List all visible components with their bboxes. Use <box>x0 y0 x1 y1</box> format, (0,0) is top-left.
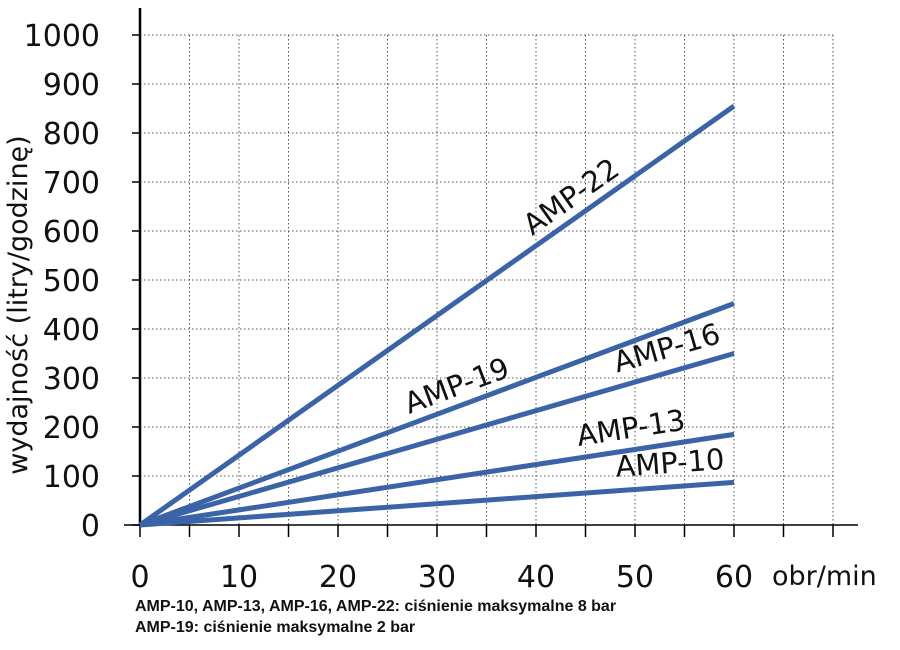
x-tick-label: 60 <box>715 560 753 595</box>
y-tick-label: 1000 <box>24 19 100 54</box>
y-tick-label: 800 <box>43 117 100 152</box>
series-label: AMP-16 <box>610 316 724 379</box>
x-tick-label: 10 <box>220 560 258 595</box>
y-tick-label: 500 <box>43 264 100 299</box>
x-tick-label: 0 <box>130 560 149 595</box>
y-tick-label: 300 <box>43 362 100 397</box>
y-tick-label: 200 <box>43 411 100 446</box>
y-axis-label: wydajność (litry/godzinę) <box>3 135 34 474</box>
x-axis-label: obr/min <box>772 561 877 592</box>
y-tick-label: 900 <box>43 68 100 103</box>
x-tick-label: 20 <box>319 560 357 595</box>
y-tick-labels: 0 100 200 300 400 500 600 700 800 900 1000 <box>24 19 100 544</box>
pressure-note-2: AMP-19: ciśnienie maksymalne 2 bar <box>135 619 416 636</box>
series-label: AMP-10 <box>614 442 725 484</box>
series-lines <box>138 104 736 528</box>
series-label: AMP-19 <box>400 351 514 421</box>
x-tick-label: 30 <box>418 560 456 595</box>
grid <box>140 34 834 525</box>
series-line <box>139 431 735 528</box>
y-tick-label: 100 <box>43 460 100 495</box>
series-line <box>139 301 735 528</box>
pressure-note-1: AMP-10, AMP-13, AMP-16, AMP-22: ciśnieni… <box>135 598 617 615</box>
y-tick-label: 600 <box>43 215 100 250</box>
axes <box>124 8 858 537</box>
pump-capacity-chart: 0 10 20 30 40 50 60 0 100 200 300 400 500 600 700 800 9… <box>3 8 877 595</box>
series-line <box>139 351 735 528</box>
series-line <box>139 479 735 528</box>
x-tick-labels: 0 10 20 30 40 50 60 <box>130 560 753 595</box>
x-tick-label: 50 <box>616 560 654 595</box>
y-tick-label: 700 <box>43 166 100 201</box>
y-tick-label: 400 <box>43 313 100 348</box>
series-line <box>138 104 736 528</box>
y-tick-label: 0 <box>81 509 100 544</box>
x-tick-label: 40 <box>517 560 555 595</box>
